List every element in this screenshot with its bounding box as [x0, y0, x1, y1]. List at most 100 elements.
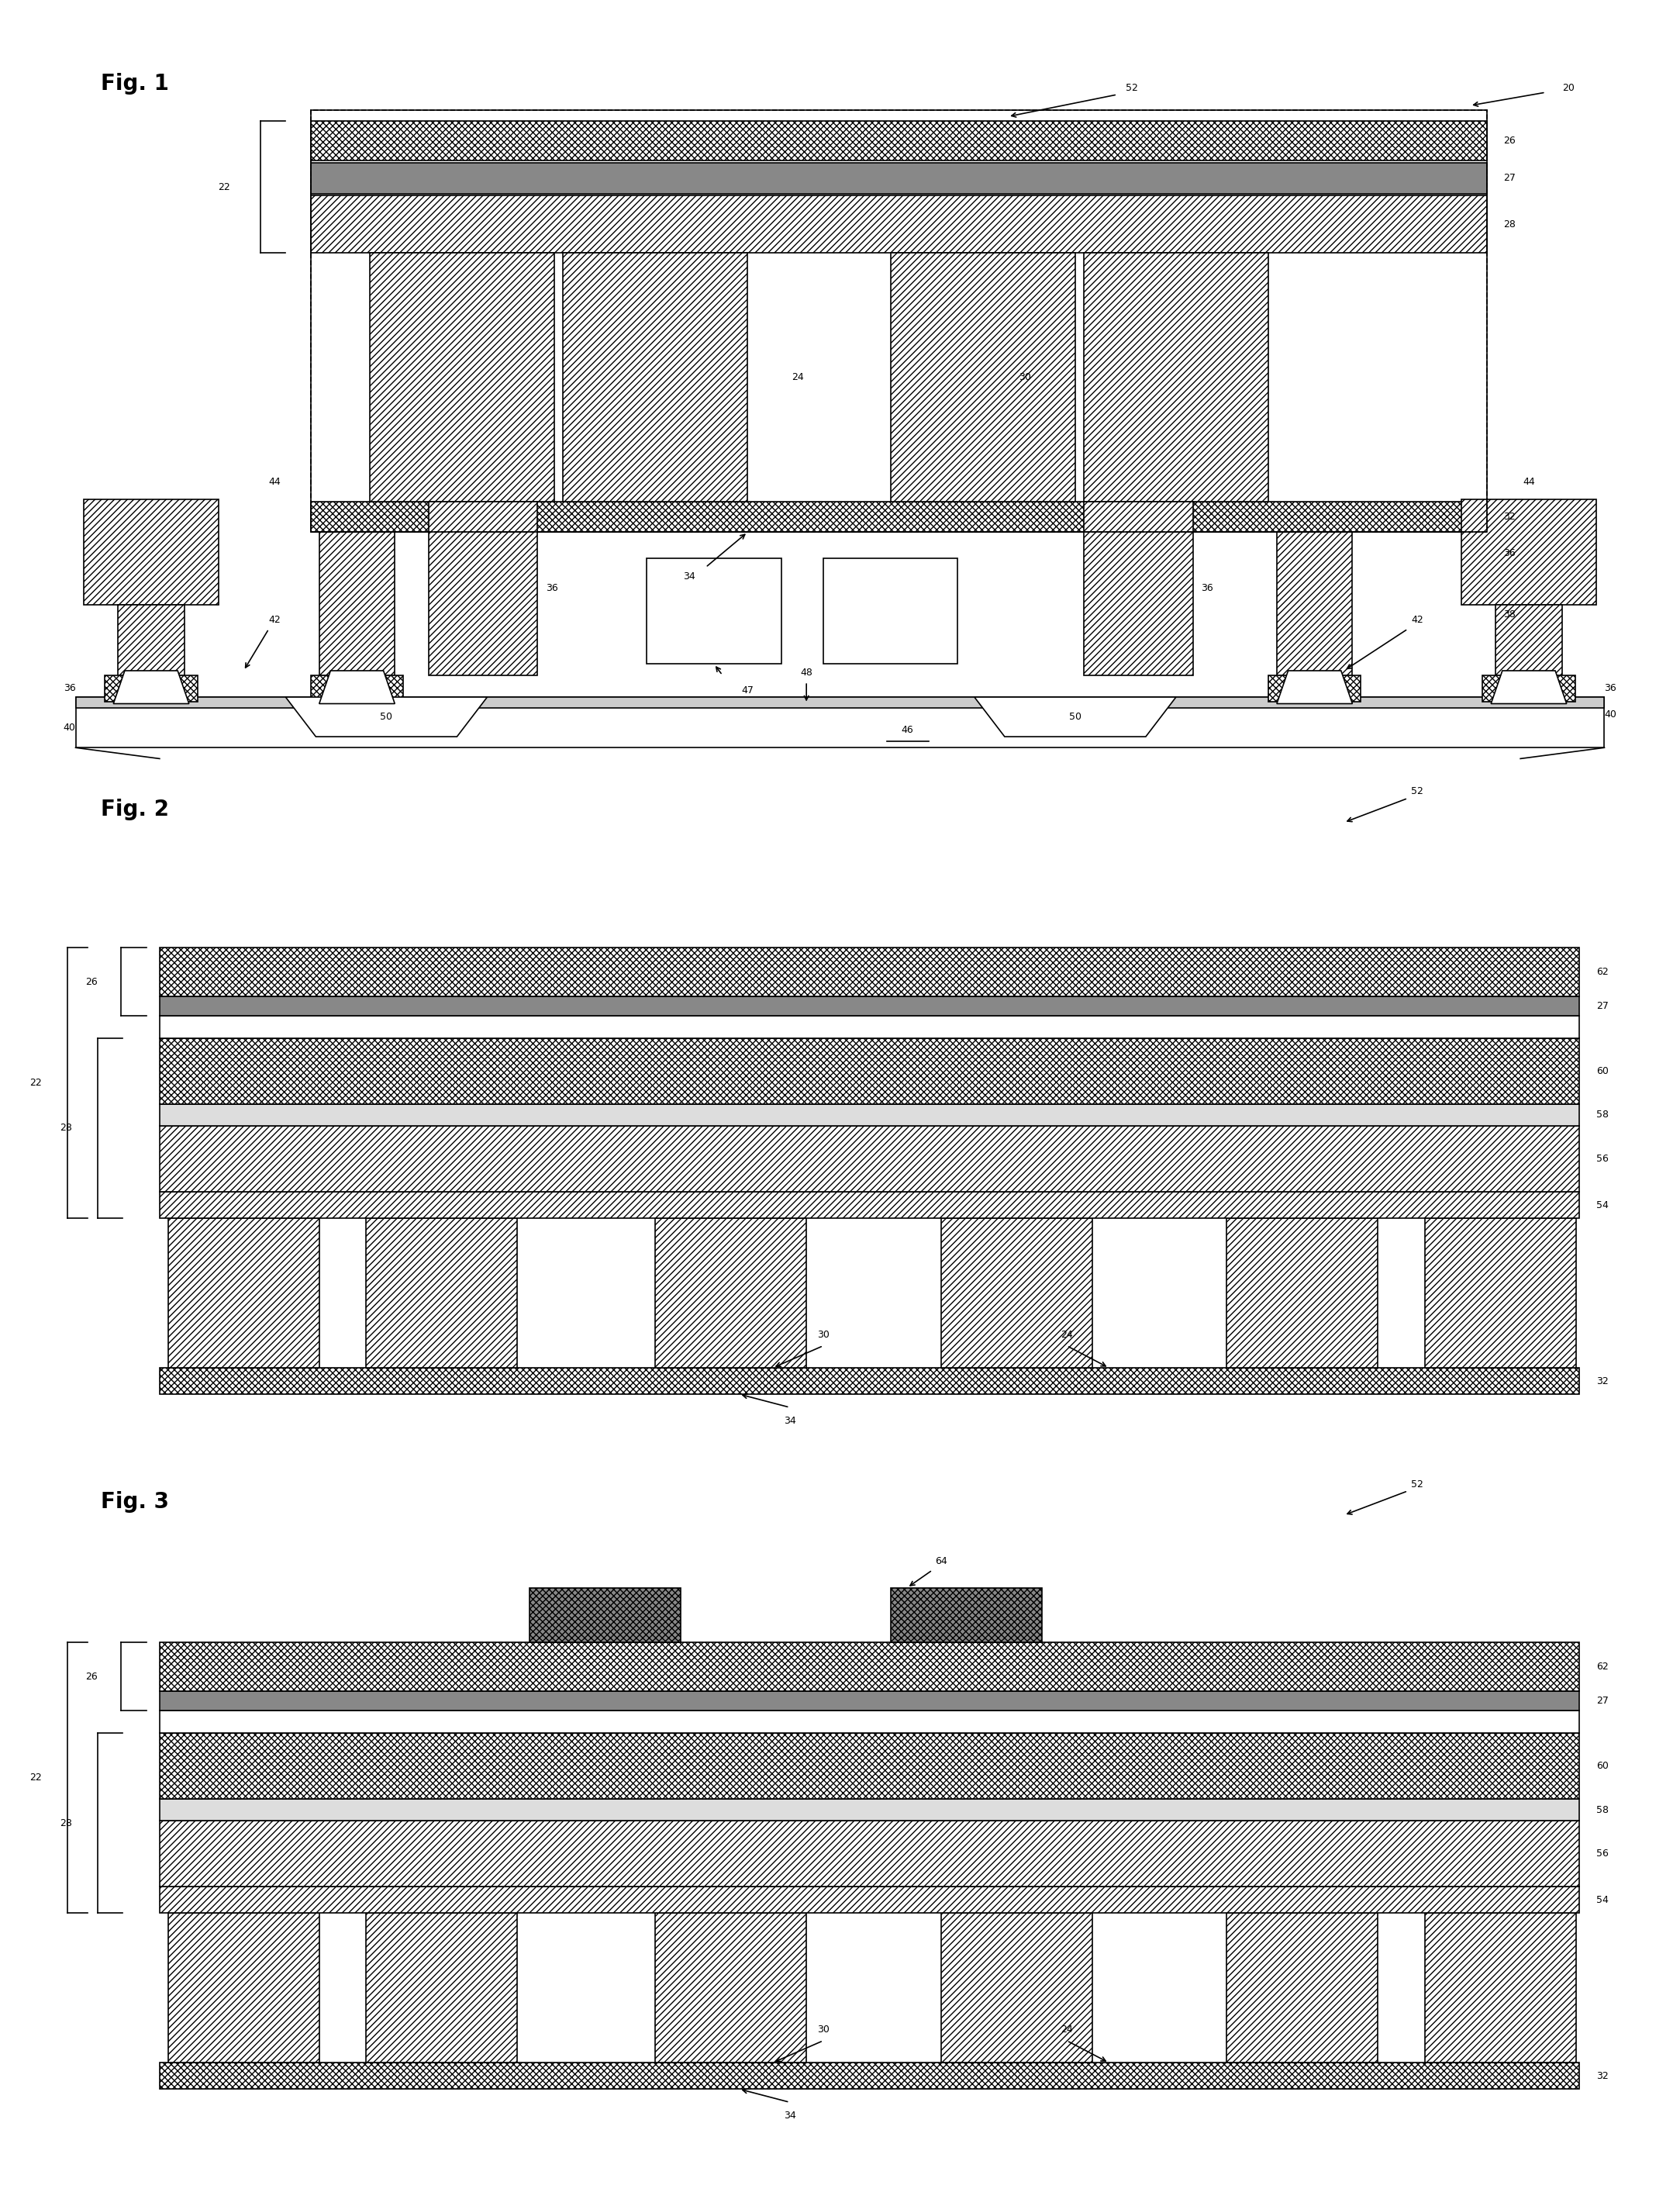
Polygon shape — [114, 671, 188, 704]
Text: 50: 50 — [380, 712, 393, 721]
Text: 36: 36 — [1201, 583, 1213, 594]
Text: 47: 47 — [741, 686, 754, 695]
Bar — [160, 1104, 1579, 1126]
Bar — [160, 2063, 1579, 2089]
Text: 26: 26 — [86, 1671, 97, 1682]
Text: 36: 36 — [546, 583, 558, 594]
Text: 58: 58 — [1596, 1805, 1608, 1814]
Text: 32: 32 — [1596, 1377, 1608, 1385]
Text: 27: 27 — [1504, 174, 1515, 183]
Bar — [563, 253, 748, 501]
Text: 44: 44 — [269, 477, 281, 486]
Text: 36: 36 — [64, 684, 76, 693]
Text: 27: 27 — [1596, 1695, 1608, 1706]
Bar — [76, 697, 1604, 748]
Bar — [311, 675, 403, 701]
Bar — [311, 163, 1487, 194]
Bar — [319, 532, 395, 675]
Text: 22: 22 — [218, 183, 230, 191]
Text: 52: 52 — [1126, 84, 1137, 92]
Bar — [311, 110, 1487, 532]
Text: 56: 56 — [1596, 1154, 1608, 1163]
Bar — [655, 1913, 806, 2063]
Bar — [160, 996, 1579, 1016]
Text: 30: 30 — [1018, 372, 1032, 383]
Text: 40: 40 — [64, 723, 76, 732]
Bar — [160, 1038, 1579, 1104]
Bar — [428, 501, 538, 675]
Text: 34: 34 — [682, 572, 696, 581]
Bar — [1084, 501, 1193, 675]
Bar — [655, 1218, 806, 1368]
Text: 30: 30 — [816, 2025, 830, 2034]
Text: 34: 34 — [783, 2111, 796, 2120]
Text: 56: 56 — [1596, 1849, 1608, 1858]
Text: 54: 54 — [1596, 1896, 1608, 1904]
Bar — [160, 1126, 1579, 1192]
Text: 22: 22 — [30, 1772, 42, 1783]
Bar — [1084, 253, 1268, 501]
Text: 38: 38 — [1504, 609, 1515, 620]
Text: 48: 48 — [800, 668, 813, 677]
Bar — [168, 1218, 319, 1368]
Bar — [84, 499, 218, 605]
Text: 22: 22 — [30, 1078, 42, 1089]
Bar — [1268, 675, 1361, 701]
Bar — [370, 253, 554, 501]
Text: 28: 28 — [1504, 220, 1515, 229]
Text: 24: 24 — [1060, 1330, 1074, 1339]
Bar — [941, 1913, 1092, 2063]
Text: 28: 28 — [60, 1124, 72, 1132]
Bar — [160, 1368, 1579, 1394]
Text: 32: 32 — [1596, 2071, 1608, 2080]
Bar — [366, 1913, 517, 2063]
Text: 26: 26 — [86, 976, 97, 987]
Polygon shape — [1492, 671, 1566, 704]
Bar — [647, 559, 781, 664]
Text: 27: 27 — [1596, 1001, 1608, 1012]
Text: 52: 52 — [1411, 787, 1423, 796]
Bar — [1425, 1218, 1576, 1368]
Bar — [1425, 1913, 1576, 2063]
Text: 46: 46 — [900, 726, 914, 734]
Bar — [76, 697, 1604, 708]
Text: 34: 34 — [783, 1416, 796, 1425]
Bar — [366, 1218, 517, 1368]
Bar — [160, 1887, 1579, 1913]
Bar — [118, 605, 185, 675]
Bar — [160, 1691, 1579, 1711]
Bar — [160, 1821, 1579, 1887]
Text: Fig. 2: Fig. 2 — [101, 798, 170, 820]
Text: 62: 62 — [1596, 1662, 1608, 1671]
Text: 30: 30 — [816, 1330, 830, 1339]
Text: 36: 36 — [1504, 548, 1515, 559]
Text: 62: 62 — [1596, 968, 1608, 976]
Bar — [1495, 605, 1562, 675]
Bar — [311, 501, 1487, 532]
Text: 26: 26 — [1504, 136, 1515, 145]
Text: 40: 40 — [1604, 710, 1616, 719]
Bar — [311, 196, 1487, 253]
Text: Fig. 1: Fig. 1 — [101, 73, 170, 95]
Text: 36: 36 — [1604, 684, 1616, 693]
Text: 24: 24 — [791, 372, 805, 383]
Bar — [529, 1588, 680, 1643]
Bar — [160, 1192, 1579, 1218]
Bar — [1462, 499, 1596, 605]
Polygon shape — [1277, 671, 1352, 704]
Text: 28: 28 — [60, 1819, 72, 1827]
Bar — [311, 121, 1487, 161]
Bar — [1226, 1218, 1378, 1368]
Bar — [160, 1711, 1579, 1733]
Text: 44: 44 — [1522, 477, 1536, 486]
Bar — [890, 1588, 1042, 1643]
Bar — [941, 1218, 1092, 1368]
Text: 60: 60 — [1596, 1761, 1608, 1770]
Bar — [168, 1913, 319, 2063]
Text: 32: 32 — [1504, 512, 1515, 521]
Text: 52: 52 — [1411, 1480, 1423, 1489]
Text: 64: 64 — [934, 1557, 948, 1566]
Polygon shape — [974, 697, 1176, 737]
Text: Fig. 3: Fig. 3 — [101, 1491, 170, 1513]
Text: 20: 20 — [1562, 84, 1574, 92]
